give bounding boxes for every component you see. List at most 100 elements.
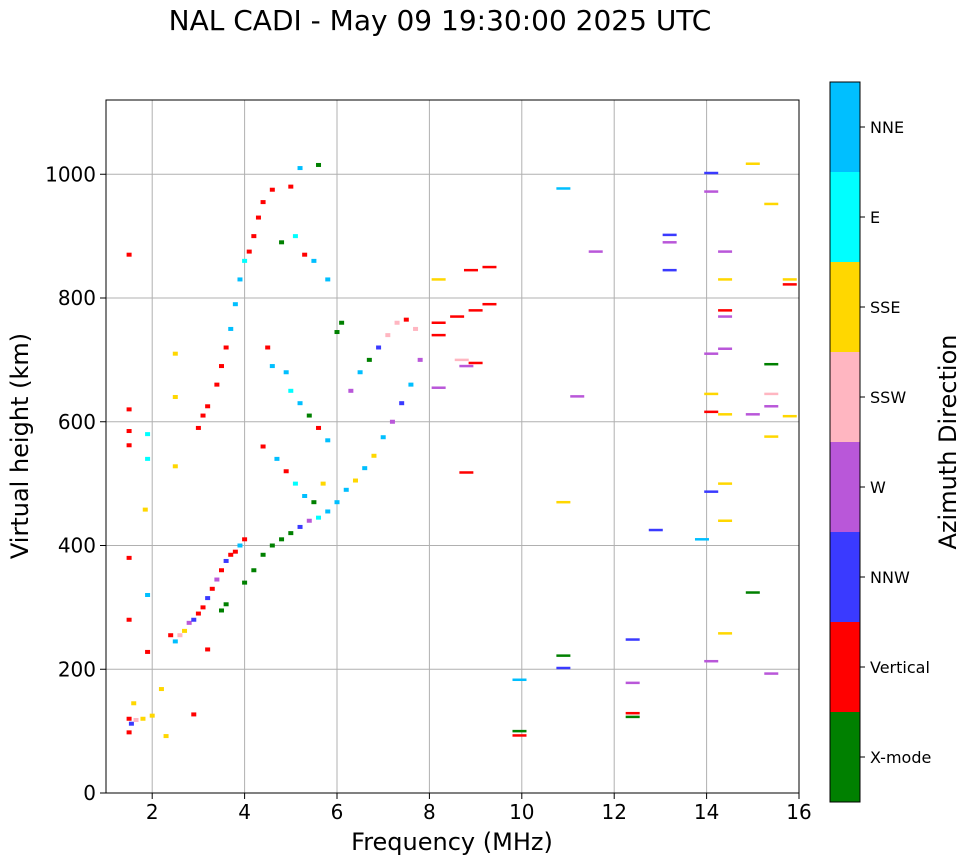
- data-point: [450, 315, 465, 318]
- colorbar-tick-label: X-mode: [870, 748, 931, 767]
- data-point: [431, 386, 446, 389]
- data-point: [306, 413, 312, 418]
- data-point: [662, 233, 677, 237]
- data-point: [718, 482, 733, 485]
- data-point: [662, 268, 677, 272]
- data-point: [385, 333, 391, 338]
- y-tick-label: 200: [58, 657, 96, 681]
- data-point: [297, 401, 303, 406]
- data-point: [463, 268, 478, 272]
- colorbar-label: Azimuth Direction: [934, 335, 962, 550]
- y-tick-label: 400: [58, 534, 96, 558]
- data-point: [246, 249, 252, 254]
- data-point: [306, 518, 312, 523]
- colorbar-tick-label: NNE: [870, 118, 904, 137]
- data-point: [288, 531, 294, 536]
- data-point: [269, 187, 275, 192]
- data-point: [260, 200, 266, 205]
- data-point: [718, 315, 733, 318]
- x-tick-label: 14: [694, 800, 719, 824]
- data-point: [366, 357, 372, 362]
- data-point: [279, 537, 285, 542]
- data-point: [126, 555, 132, 560]
- colorbar-tick-label: SSW: [870, 388, 906, 407]
- data-point: [126, 730, 132, 735]
- data-point: [334, 500, 340, 505]
- data-point: [223, 602, 229, 607]
- data-point: [228, 326, 234, 331]
- colorbar-segment: [830, 442, 860, 532]
- x-tick-label: 12: [601, 800, 626, 824]
- data-point: [219, 568, 224, 573]
- data-point: [223, 345, 229, 350]
- data-point: [260, 552, 266, 557]
- data-point: [394, 320, 400, 325]
- data-point: [625, 638, 640, 641]
- data-point: [269, 364, 275, 369]
- data-point: [292, 234, 298, 239]
- colorbar-tick-label: NNW: [870, 568, 910, 587]
- x-tick-label: 16: [786, 800, 811, 824]
- data-point: [242, 258, 248, 263]
- y-tick-label: 800: [58, 286, 96, 310]
- data-point: [172, 395, 178, 399]
- data-point: [260, 444, 266, 449]
- colorbar-segment: [830, 172, 860, 262]
- colorbar-segment: [830, 262, 860, 352]
- data-point: [413, 326, 419, 331]
- data-point: [251, 234, 257, 239]
- data-point: [325, 509, 331, 514]
- data-point: [320, 481, 326, 486]
- data-point: [764, 392, 779, 396]
- data-point: [200, 605, 206, 610]
- x-tick-label: 2: [146, 800, 159, 824]
- data-point: [237, 277, 243, 282]
- x-axis-label: Frequency (MHz): [351, 828, 553, 856]
- data-point: [348, 388, 354, 393]
- data-point: [745, 413, 760, 416]
- data-point: [251, 568, 257, 573]
- data-point: [232, 549, 238, 554]
- data-point: [431, 333, 446, 337]
- data-point: [389, 419, 395, 424]
- data-point: [352, 478, 358, 483]
- data-point: [237, 543, 243, 548]
- data-point: [214, 382, 220, 387]
- data-point: [343, 487, 349, 492]
- data-point: [625, 715, 640, 719]
- colorbar-tick-label: E: [870, 208, 880, 227]
- y-tick-label: 0: [83, 781, 96, 805]
- data-point: [182, 628, 188, 633]
- data-point: [126, 252, 132, 257]
- x-tick-label: 8: [423, 800, 436, 824]
- data-point: [274, 456, 280, 461]
- data-point: [556, 666, 571, 670]
- data-point: [214, 577, 220, 582]
- data-point: [205, 647, 211, 652]
- data-point: [297, 166, 303, 171]
- data-point: [255, 215, 261, 220]
- data-point: [177, 633, 183, 638]
- data-point: [126, 429, 132, 434]
- data-point: [482, 302, 497, 306]
- data-point: [648, 528, 663, 532]
- colorbar-segment: [830, 352, 860, 442]
- data-point: [662, 241, 677, 244]
- data-point: [718, 250, 733, 253]
- data-point: [126, 443, 132, 448]
- data-point: [128, 721, 134, 726]
- data-point: [325, 438, 331, 443]
- data-marks: [126, 162, 797, 739]
- data-point: [149, 713, 155, 718]
- data-point: [316, 515, 322, 520]
- data-point: [362, 466, 368, 471]
- colorbar-segment: [830, 82, 860, 172]
- data-point: [219, 608, 224, 613]
- x-tick-label: 10: [509, 800, 534, 824]
- data-point: [297, 524, 303, 529]
- data-point: [556, 500, 571, 504]
- data-point: [145, 456, 151, 461]
- data-point: [512, 678, 527, 682]
- data-point: [325, 277, 331, 282]
